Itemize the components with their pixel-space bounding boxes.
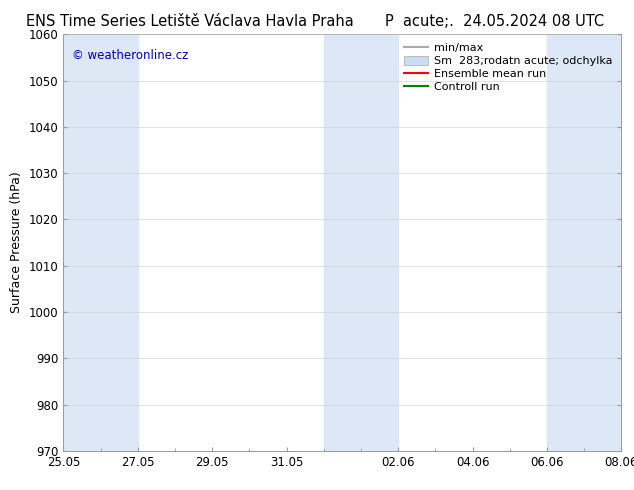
- Text: © weatheronline.cz: © weatheronline.cz: [72, 49, 188, 62]
- Y-axis label: Surface Pressure (hPa): Surface Pressure (hPa): [10, 172, 23, 314]
- Bar: [63, 34, 138, 451]
- Bar: [547, 34, 621, 451]
- Legend: min/max, Sm  283;rodatn acute; odchylka, Ensemble mean run, Controll run: min/max, Sm 283;rodatn acute; odchylka, …: [401, 40, 616, 95]
- Text: ENS Time Series Letiště Václava Havla Praha: ENS Time Series Letiště Václava Havla Pr…: [27, 14, 354, 29]
- Text: P  acute;.  24.05.2024 08 UTC: P acute;. 24.05.2024 08 UTC: [385, 14, 604, 29]
- Bar: [324, 34, 398, 451]
